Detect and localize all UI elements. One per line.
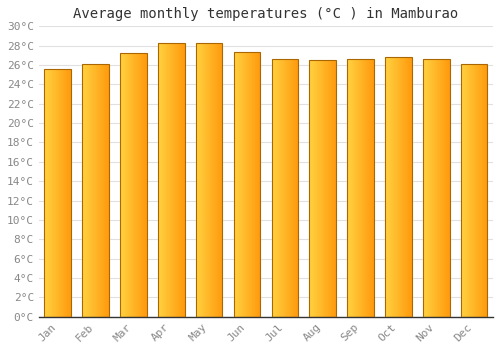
Bar: [461, 64, 487, 317]
Bar: [120, 54, 146, 317]
Title: Average monthly temperatures (°C ) in Mamburao: Average monthly temperatures (°C ) in Ma…: [74, 7, 458, 21]
Bar: [385, 57, 411, 317]
Bar: [423, 59, 450, 317]
Bar: [272, 59, 298, 317]
Bar: [348, 59, 374, 317]
Bar: [158, 43, 184, 317]
Bar: [196, 43, 222, 317]
Bar: [82, 64, 109, 317]
Bar: [310, 60, 336, 317]
Bar: [234, 52, 260, 317]
Bar: [44, 69, 71, 317]
